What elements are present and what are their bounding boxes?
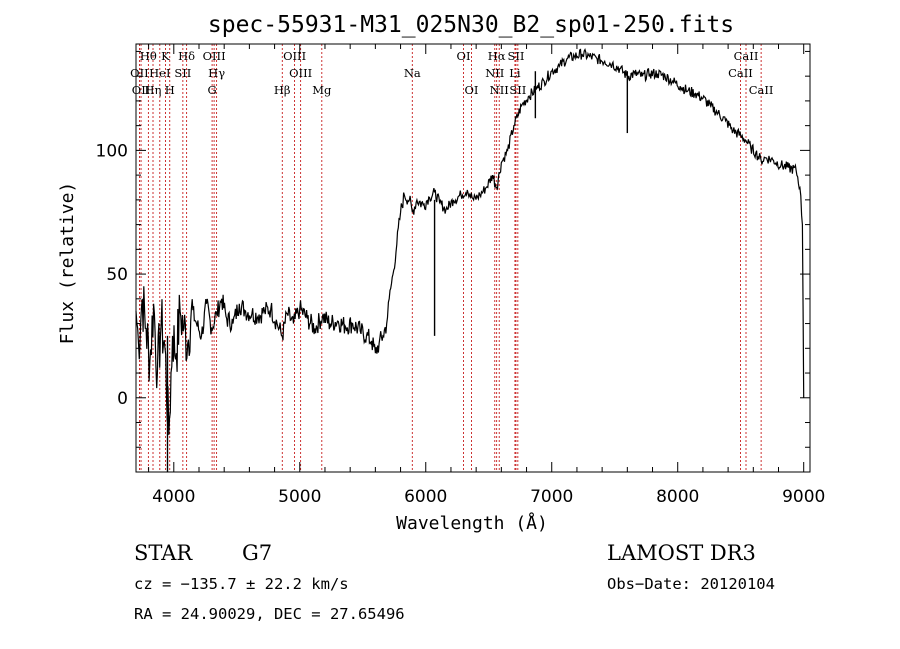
survey-name: LAMOST DR3: [607, 541, 756, 565]
line-marker-label-2: Hθ: [140, 49, 157, 63]
x-tick-label-4: 8000: [656, 487, 699, 507]
sky-coordinates: RA = 24.90029, DEC = 27.65496: [134, 605, 405, 623]
line-marker-label-5: K: [161, 49, 170, 63]
x-tick-label-2: 6000: [404, 487, 447, 507]
chart-title: spec-55931-M31_025N30_B2_sp01-250.fits: [208, 12, 734, 38]
x-tick-label-0: 4000: [152, 487, 195, 507]
line-marker-label-9: OIII: [203, 49, 226, 63]
y-axis-label: Flux (relative): [57, 182, 78, 345]
line-marker-label-3: Hη: [145, 83, 162, 97]
line-marker-label-17: OI: [457, 49, 471, 63]
line-marker-label-4: HeI: [149, 66, 170, 80]
line-marker-label-21: NII: [490, 83, 509, 97]
line-marker-label-12: Hβ: [274, 83, 291, 97]
object-class: STAR: [134, 541, 193, 565]
x-tick-label-1: 5000: [278, 487, 321, 507]
line-marker-label-7: SII: [174, 66, 191, 80]
line-marker-label-10: Hγ: [208, 66, 225, 80]
line-marker-label-14: OIII: [289, 66, 312, 80]
x-tick-label-3: 7000: [530, 487, 573, 507]
redshift-velocity: cz = −135.7 ± 22.2 km/s: [134, 575, 349, 593]
plot-frame: [135, 43, 811, 473]
x-axis-label: Wavelength (Å): [396, 512, 548, 534]
y-tick-label-0: 0: [117, 389, 128, 409]
line-marker-label-23: Li: [509, 66, 521, 80]
absorption-spikes: [166, 71, 629, 472]
line-marker-label-20: Hα: [488, 49, 506, 63]
line-marker-label-27: CaII: [749, 83, 774, 97]
x-tick-label-5: 9000: [782, 487, 825, 507]
line-marker-label-22: SII: [507, 49, 524, 63]
line-marker-label-25: CaII: [728, 66, 753, 80]
line-marker-label-0: OII: [130, 66, 149, 80]
y-tick-label-1: 50: [106, 265, 128, 285]
object-subclass: G7: [242, 541, 272, 565]
line-marker-label-6: H: [165, 83, 175, 97]
line-marker-label-11: G: [207, 83, 216, 97]
line-marker-label-18: OI: [464, 83, 478, 97]
line-marker-label-8: Hδ: [178, 49, 195, 63]
line-markers: [139, 44, 762, 472]
line-marker-label-24: SII: [509, 83, 526, 97]
x-axis-ticks: 4000 5000 6000 7000 8000 9000: [148, 44, 825, 507]
line-marker-label-13: OIII: [283, 49, 306, 63]
line-marker-label-16: Na: [404, 66, 421, 80]
line-marker-label-15: Mg: [312, 83, 332, 97]
line-marker-label-26: CaII: [734, 49, 759, 63]
line-marker-label-19: NII: [485, 66, 504, 80]
y-tick-label-2: 100: [96, 141, 128, 161]
observation-date: Obs−Date: 20120104: [607, 575, 775, 593]
y-axis-ticks: 0 50 100: [96, 50, 810, 448]
spectrum-series-line: [135, 48, 805, 435]
